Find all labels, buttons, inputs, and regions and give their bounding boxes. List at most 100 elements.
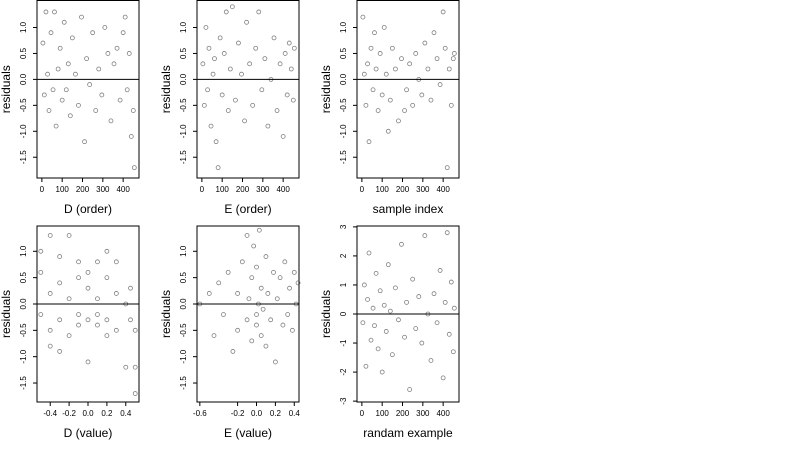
point xyxy=(38,248,44,254)
point xyxy=(271,35,277,41)
point xyxy=(360,320,366,326)
point xyxy=(413,326,419,331)
point xyxy=(114,45,120,51)
point xyxy=(277,61,283,67)
point xyxy=(212,56,217,62)
point xyxy=(113,259,119,265)
point xyxy=(59,97,65,103)
x-tick-label: 300 xyxy=(416,185,430,194)
point xyxy=(274,296,280,302)
plot-frame xyxy=(196,0,300,179)
point xyxy=(428,358,434,363)
point xyxy=(381,302,387,308)
point xyxy=(57,349,63,354)
point xyxy=(363,363,369,369)
point xyxy=(244,19,249,25)
y-tick-label: -1.0 xyxy=(179,349,188,363)
point xyxy=(379,369,385,375)
x-tick-label: 0.2 xyxy=(101,409,113,418)
x-tick-label: 400 xyxy=(436,409,450,418)
point xyxy=(431,291,437,297)
point xyxy=(444,230,450,236)
point xyxy=(258,285,264,291)
point xyxy=(446,331,452,337)
y-tick-label: 1.0 xyxy=(339,21,348,33)
point xyxy=(132,364,138,370)
x-tick-label: 0 xyxy=(360,185,365,194)
point xyxy=(111,61,117,67)
point xyxy=(117,97,123,103)
point xyxy=(393,66,398,72)
point xyxy=(223,9,229,15)
point xyxy=(265,291,271,296)
point xyxy=(272,359,278,365)
point xyxy=(413,51,419,56)
y-tick-label: -0.5 xyxy=(19,98,28,112)
point xyxy=(387,308,393,314)
point xyxy=(219,92,225,98)
y-tick-label: 0.0 xyxy=(19,298,28,310)
point xyxy=(43,9,49,15)
point xyxy=(113,291,119,296)
point xyxy=(57,45,63,51)
point xyxy=(47,233,53,238)
point xyxy=(448,279,454,285)
point xyxy=(434,56,440,62)
panel: -0.4 -0.2 0.0 0.2 0.4 -1.5 -1.0 -0.5 0.0 0.5 1.0 D … xyxy=(0,225,140,440)
point xyxy=(256,227,262,233)
point xyxy=(262,56,268,62)
point xyxy=(57,254,63,259)
point xyxy=(123,364,129,370)
point xyxy=(287,285,292,291)
x-tick-label: 0.0 xyxy=(251,409,263,418)
point xyxy=(422,233,428,238)
point xyxy=(76,312,81,317)
point xyxy=(225,108,231,113)
point xyxy=(419,92,425,98)
point xyxy=(105,51,111,56)
point xyxy=(373,66,379,72)
y-tick-label: 3 xyxy=(339,224,348,229)
point xyxy=(402,108,407,113)
point xyxy=(404,87,409,93)
x-tick-label: 100 xyxy=(376,409,390,418)
y-tick-label: -0.5 xyxy=(339,98,348,112)
point xyxy=(368,337,374,343)
point xyxy=(244,233,250,238)
point xyxy=(216,280,222,286)
point xyxy=(396,317,401,323)
point xyxy=(225,269,231,275)
point xyxy=(407,387,413,392)
point xyxy=(254,312,259,317)
x-tick-label: 0.2 xyxy=(270,409,282,418)
x-tick-label: 0 xyxy=(360,409,365,418)
point xyxy=(268,317,274,323)
x-axis-label: randam example xyxy=(363,426,453,440)
y-tick-label: -1.5 xyxy=(19,150,28,164)
point xyxy=(69,35,75,41)
point xyxy=(422,40,428,46)
point xyxy=(425,66,431,72)
point xyxy=(128,134,134,139)
point xyxy=(365,61,370,67)
y-axis-label: residuals xyxy=(159,65,173,113)
point xyxy=(93,108,99,113)
y-tick-label: 0.5 xyxy=(19,47,28,59)
x-tick-label: 100 xyxy=(216,185,230,194)
point xyxy=(416,294,422,299)
y-tick-label: -1.5 xyxy=(339,150,348,164)
x-tick-label: 0.4 xyxy=(289,409,301,418)
point xyxy=(201,102,207,108)
x-tick-label: 0 xyxy=(40,185,45,194)
point xyxy=(76,102,81,108)
point xyxy=(360,14,366,20)
point xyxy=(285,312,291,317)
x-tick-label: 400 xyxy=(116,185,130,194)
point xyxy=(381,25,387,30)
point xyxy=(95,259,100,265)
point xyxy=(217,35,223,41)
y-tick-label: 0 xyxy=(339,311,348,316)
y-tick-label: 0.5 xyxy=(179,47,188,59)
y-tick-label: 1.0 xyxy=(19,21,28,33)
